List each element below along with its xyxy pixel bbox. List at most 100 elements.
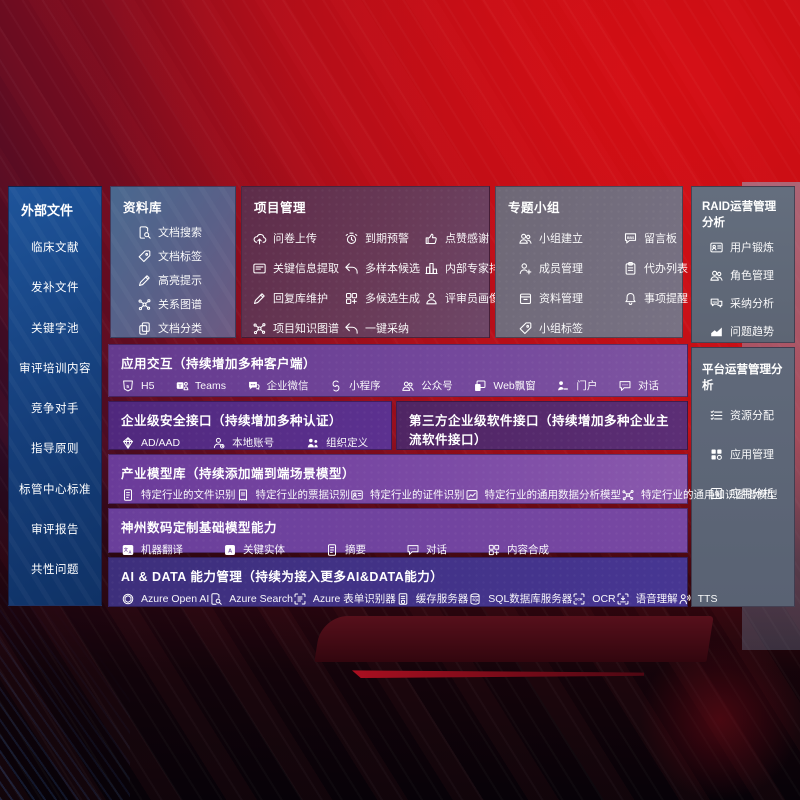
project-items: 问卷上传 到期预警 点赞感谢 关键信息提取 多样本候选 内部专家排名 回复库维护 多候选生成 评… <box>242 218 511 343</box>
feature-label: 文档分类 <box>158 323 202 335</box>
feature-item: 摘要 <box>325 542 366 557</box>
platform-analysis-panel: 平台运营管理分析 资源分配 应用管理 应用分析 <box>691 347 795 607</box>
svg-text:SQL: SQL <box>473 598 480 602</box>
ocr-icon: OCR <box>572 592 586 606</box>
feature-label: 留言板 <box>644 233 677 245</box>
feature-item: 用户锻炼 <box>709 239 794 255</box>
sidebar-item: 临床文献 <box>31 242 79 254</box>
grid-app-icon <box>709 447 724 462</box>
panel-title: 项目管理 <box>254 201 307 215</box>
people-icon <box>518 231 533 246</box>
feature-label: 组织定义 <box>326 437 369 449</box>
feature-item: 特定行业的文件识别 <box>121 487 236 502</box>
miniprogram-icon <box>329 379 343 393</box>
doc-icon <box>121 488 135 502</box>
tag-icon <box>518 321 533 336</box>
feature-label: 对话 <box>426 544 447 556</box>
server-highlight-line <box>352 670 644 678</box>
official-icon <box>401 379 415 393</box>
feature-item: 本地账号 <box>212 435 274 450</box>
tts-icon <box>678 592 692 606</box>
feature-item: 高亮提示 <box>137 272 235 288</box>
clipboard-icon <box>623 261 638 276</box>
feature-label: 评审员画像 <box>445 293 500 305</box>
id-card-icon <box>350 488 364 502</box>
ai-data-items: Azure Open AI Azure Search Azure 表单识别器 缓存服务… <box>109 588 717 606</box>
wechat-icon <box>247 379 261 393</box>
feature-label: Azure Open AI <box>141 592 210 605</box>
card-chart-icon <box>709 486 724 501</box>
feature-item: 文档标签 <box>137 248 235 264</box>
feature-item: 回复库维护 <box>252 290 344 306</box>
svg-text:BBS: BBS <box>627 235 635 239</box>
card-lines-icon <box>252 261 267 276</box>
base-models-row: 神州数码定制基础模型能力 文 A 机器翻译 A 关键实体 摘要 对话 内容合成 <box>108 508 688 556</box>
row-title: 企业级安全接口（持续增加多种认证） <box>121 414 343 428</box>
teams-icon: T <box>175 379 189 393</box>
list-icon <box>709 408 724 423</box>
svg-text:5: 5 <box>126 383 129 389</box>
feature-item: 点赞感谢 <box>424 230 511 246</box>
feature-label: 回复库维护 <box>273 293 328 305</box>
feature-label: H5 <box>141 379 155 392</box>
row-title: 应用交互（持续增加多种客户端） <box>121 357 317 371</box>
feature-item: 特定行业的票据识别 <box>236 487 351 502</box>
doc-icon <box>325 543 339 557</box>
openai-icon <box>121 592 135 606</box>
network-icon <box>137 297 152 312</box>
feature-item: 特定行业的证件识别 <box>350 487 465 502</box>
feature-label: TTS <box>697 592 718 605</box>
feature-label: Azure 表单识别器 <box>312 593 396 605</box>
feature-item: 问卷上传 <box>252 230 344 246</box>
svg-text:QA: QA <box>713 300 718 304</box>
reply-icon <box>344 321 359 336</box>
feature-label: 关系图谱 <box>158 299 202 311</box>
platform-items: 资源分配 应用管理 应用分析 <box>692 393 794 501</box>
tag-icon <box>137 249 152 264</box>
feature-label: 特定行业的证件识别 <box>370 489 465 501</box>
feature-item: 角色管理 <box>709 267 794 283</box>
podium-icon <box>424 261 439 276</box>
dialog-icon <box>618 379 632 393</box>
panel-title: 平台运营管理分析 <box>702 364 783 392</box>
feature-item: 组织定义 <box>306 435 368 450</box>
panel-title: 外部文件 <box>21 203 74 218</box>
sidebar-item: 发补文件 <box>31 282 79 295</box>
feature-label: 用户锻炼 <box>730 242 774 254</box>
browser-icon <box>473 379 487 393</box>
feature-label: 事项提醒 <box>644 293 688 305</box>
interaction-items: 5 H5 T Teams 企业微信 小程序 公众号 Web飘窗 门户 对话 <box>109 375 687 393</box>
reply-icon <box>344 261 359 276</box>
person-add-icon <box>518 261 533 276</box>
entity-a-icon: A <box>223 543 237 557</box>
row-title: 第三方企业级软件接口（持续增加多种企业主流软件接口） <box>409 414 670 447</box>
feature-item: 企业微信 <box>247 378 309 393</box>
feature-label: 关键实体 <box>243 544 285 556</box>
feature-label: SQL数据库服务器 <box>488 593 573 605</box>
feature-item: OCR OCR <box>572 592 616 606</box>
feature-item: 多样本候选 <box>344 260 424 276</box>
sidebar-item: 共性问题 <box>31 564 79 576</box>
sidebar-item: 审评培训内容 <box>19 362 91 375</box>
speech-icon <box>616 592 630 606</box>
feature-item: T Teams <box>175 379 226 393</box>
feature-label: 成员管理 <box>539 263 583 275</box>
feature-item: 问题趋势 <box>709 323 794 339</box>
feature-item: 应用管理 <box>709 446 794 462</box>
ai-data-row: AI & DATA 能力管理（持续为接入更多AI&DATA能力） Azure O… <box>108 557 717 607</box>
feature-item: SQL SQL数据库服务器 <box>468 591 572 606</box>
row-title: 神州数码定制基础模型能力 <box>121 521 278 535</box>
feature-item: 关系图谱 <box>137 296 235 312</box>
h5-icon: 5 <box>121 379 135 393</box>
feature-item: 缓存服务器 <box>396 591 468 606</box>
shield-icon <box>121 436 135 450</box>
feature-item: 一键采纳 <box>344 320 424 336</box>
feature-label: 一键采纳 <box>365 323 409 335</box>
feature-item: BBS 留言板 <box>623 230 688 246</box>
feature-item: 门户 <box>556 378 597 393</box>
feature-item: 关键信息提取 <box>252 260 344 276</box>
feature-label: 语音理解 <box>635 593 678 605</box>
feature-label: 特定行业的票据识别 <box>255 489 351 501</box>
